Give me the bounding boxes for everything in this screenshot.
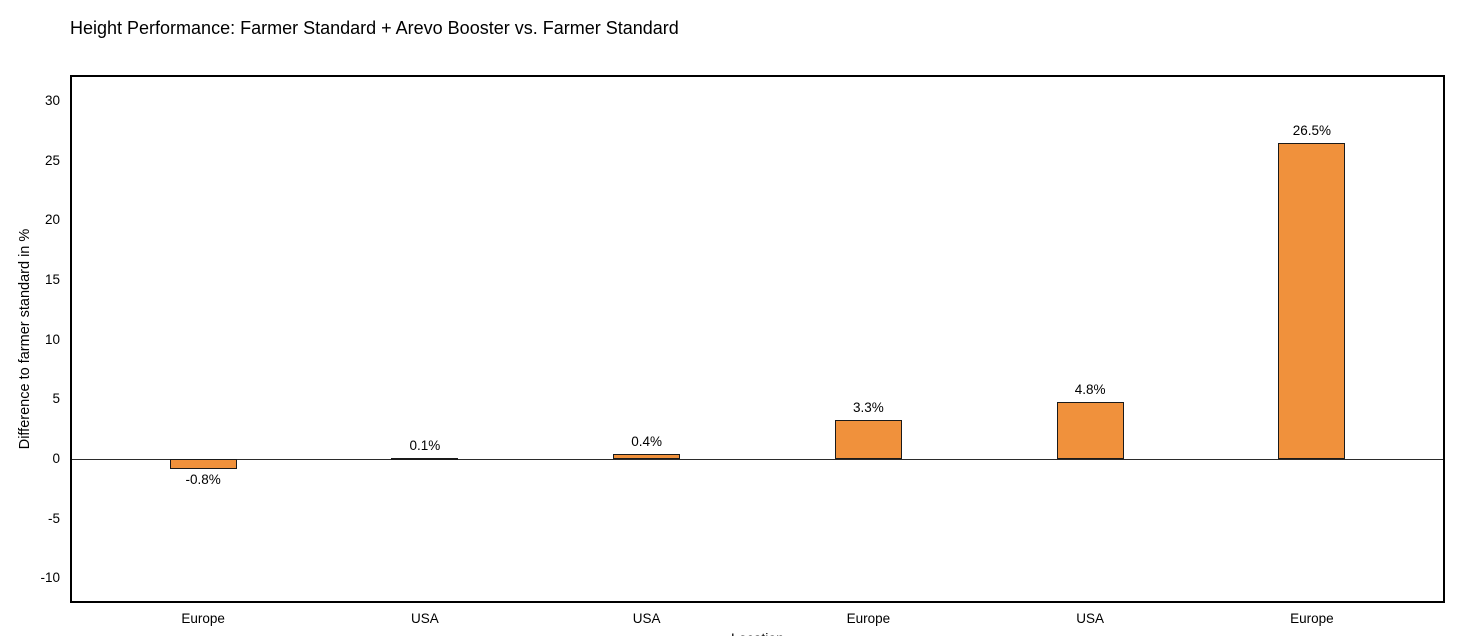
- y-tick-label: 15: [44, 272, 60, 288]
- bar: [169, 459, 237, 469]
- y-tick-label: 25: [44, 152, 60, 168]
- bar: [1278, 142, 1346, 459]
- x-tick-label: Europe: [181, 611, 225, 626]
- bar-value-label: -0.8%: [185, 471, 221, 487]
- bar: [391, 457, 459, 460]
- x-tick-label: USA: [410, 611, 439, 626]
- y-tick-label: 5: [52, 391, 60, 407]
- x-tick-label: Europe: [846, 611, 891, 626]
- bar-value-label: 4.8%: [1074, 381, 1106, 397]
- y-tick-label: 20: [44, 212, 60, 228]
- y-tick-label: 10: [44, 331, 60, 347]
- y-tick-label: -10: [40, 570, 60, 586]
- bar: [613, 454, 681, 459]
- y-tick-label: -5: [47, 510, 60, 526]
- x-tick-label: USA: [632, 611, 661, 626]
- x-axis-title: Location: [731, 630, 784, 636]
- y-tick-label: 30: [44, 93, 60, 109]
- zero-line: [72, 459, 1443, 460]
- bar-value-label: 26.5%: [1292, 122, 1332, 138]
- chart-title: Height Performance: Farmer Standard + Ar…: [70, 18, 679, 38]
- x-tick-label: USA: [1076, 611, 1105, 626]
- plot-area: -0.8% 0.1% 0.4% 3.3% 4.8% 26.5%: [70, 75, 1445, 603]
- y-tick-label: 0: [52, 451, 60, 466]
- bar-value-label: 3.3%: [852, 399, 884, 415]
- bar-value-label: 0.4%: [631, 434, 663, 450]
- bar-value-label: 0.1%: [409, 437, 441, 453]
- bar: [1056, 401, 1124, 459]
- bar: [834, 419, 902, 459]
- x-tick-label: Europe: [1290, 611, 1334, 626]
